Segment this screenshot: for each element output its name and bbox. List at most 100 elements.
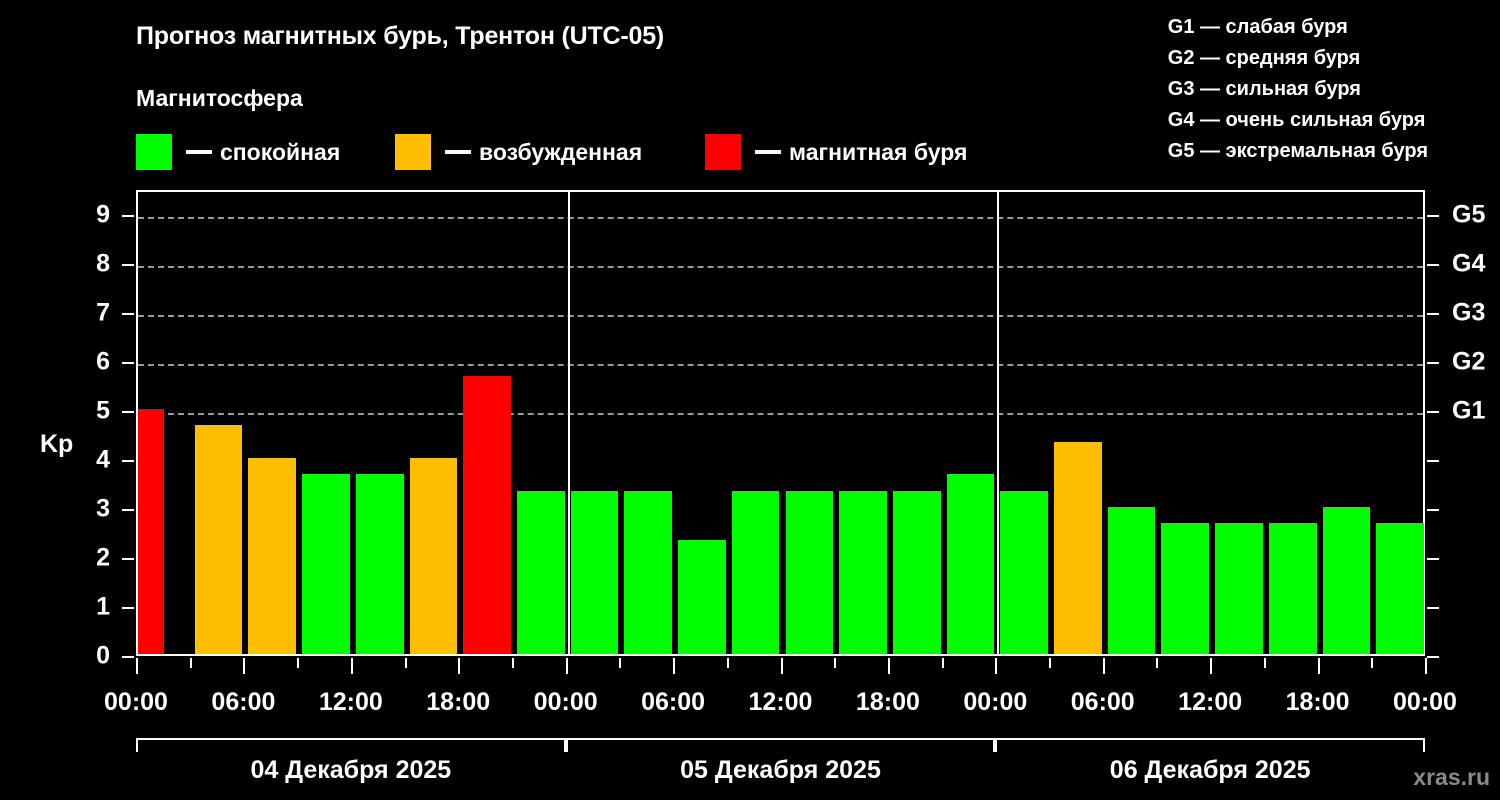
legend-swatch-calm <box>136 134 172 170</box>
x-minor-tick-23 <box>1371 658 1374 668</box>
y-tick-label-6: 6 <box>96 347 110 376</box>
right-minor-tick-1 <box>1427 606 1439 609</box>
x-minor-tick-19 <box>1156 658 1159 668</box>
x-tick-6 <box>780 658 783 674</box>
bar <box>785 490 834 654</box>
legend-dash-icon <box>186 150 212 154</box>
x-minor-tick-1 <box>189 658 192 668</box>
x-tick-9 <box>1102 658 1105 674</box>
legend-swatch-unsettled <box>395 134 431 170</box>
x-tick-1 <box>243 658 246 674</box>
x-tick-label-7: 18:00 <box>855 688 920 716</box>
day-label-2: 05 Декабря 2025 <box>680 756 881 784</box>
g-axis-label-G4: G4 <box>1452 249 1486 278</box>
x-minor-tick-15 <box>941 658 944 668</box>
x-minor-tick-5 <box>404 658 407 668</box>
x-tick-label-12: 00:00 <box>1393 688 1457 716</box>
x-minor-tick-11 <box>726 658 729 668</box>
y-tick-4 <box>122 459 134 462</box>
bar <box>1054 441 1102 654</box>
g-axis-label-G1: G1 <box>1452 396 1486 425</box>
gridline-kp-8 <box>138 265 1423 268</box>
x-tick-11 <box>1317 658 1320 674</box>
y-tick-5 <box>122 410 134 413</box>
x-minor-tick-9 <box>619 658 622 668</box>
day-label-1: 04 Декабря 2025 <box>250 756 452 784</box>
y-tick-label-2: 2 <box>96 543 110 572</box>
x-tick-label-8: 00:00 <box>963 688 1028 716</box>
g-tick-G2 <box>1427 361 1439 364</box>
legend-dash-icon <box>445 150 471 154</box>
y-tick-label-4: 4 <box>96 445 110 474</box>
y-tick-label-3: 3 <box>96 494 110 523</box>
y-tick-label-8: 8 <box>96 249 110 278</box>
magnetosphere-subtitle: Магнитосфера <box>136 85 303 111</box>
x-tick-4 <box>565 658 568 674</box>
g-axis-label-G5: G5 <box>1452 200 1486 229</box>
g-scale-legend: G1 — слабая буря G2 — средняя буря G3 — си… <box>1168 12 1428 167</box>
g-tick-G1 <box>1427 410 1439 413</box>
legend-label-storm: магнитная буря <box>789 138 968 165</box>
y-tick-6 <box>122 361 134 364</box>
legend-label-calm: спокойная <box>220 138 341 165</box>
x-minor-tick-3 <box>297 658 300 668</box>
legend-swatch-storm <box>705 134 741 170</box>
g-legend-row-5: G5 — экстремальная буря <box>1167 140 1428 162</box>
x-tick-label-5: 06:00 <box>641 688 706 716</box>
bar <box>248 457 297 654</box>
y-axis-label: Kp <box>40 430 74 458</box>
legend-item-storm: магнитная буря <box>705 134 967 170</box>
bar <box>570 490 619 654</box>
y-tick-2 <box>122 557 134 560</box>
x-tick-8 <box>995 658 998 674</box>
day-bracket-3 <box>995 738 1425 752</box>
right-minor-tick-0 <box>1427 656 1439 658</box>
x-tick-label-1: 06:00 <box>211 688 276 716</box>
x-minor-tick-13 <box>834 658 837 668</box>
bar <box>138 408 164 654</box>
x-tick-2 <box>350 658 353 674</box>
g-legend-row-3: G3 — сильная буря <box>1167 78 1361 100</box>
bar <box>731 490 780 654</box>
g-legend-row-2: G2 — средняя буря <box>1167 47 1361 69</box>
bar <box>463 375 511 654</box>
gridline-kp-9 <box>138 216 1423 219</box>
day-label-3: 06 Декабря 2025 <box>1109 756 1311 784</box>
bar <box>516 490 565 654</box>
legend-item-calm: спокойная <box>136 134 340 170</box>
x-tick-5 <box>673 658 676 674</box>
legend-item-unsettled: возбужденная <box>395 134 642 170</box>
bar <box>678 539 726 654</box>
bar <box>1322 506 1371 654</box>
x-tick-label-0: 00:00 <box>104 688 168 716</box>
right-minor-tick-3 <box>1427 508 1439 511</box>
x-minor-tick-7 <box>511 658 514 668</box>
y-tick-3 <box>122 508 134 511</box>
y-tick-0 <box>122 656 134 658</box>
x-tick-12 <box>1425 658 1427 674</box>
bar <box>1215 523 1263 654</box>
legend-dash-icon <box>755 150 781 154</box>
bar <box>1268 523 1317 654</box>
gridline-kp-5 <box>138 412 1423 415</box>
day-bracket-2 <box>565 738 996 752</box>
y-tick-7 <box>122 312 134 315</box>
bar <box>194 424 243 654</box>
bar <box>355 473 404 654</box>
g-legend-row-4: G4 — очень сильная буря <box>1167 109 1426 131</box>
x-minor-tick-21 <box>1263 658 1266 668</box>
bar <box>1376 523 1424 654</box>
bar <box>302 473 350 654</box>
bar <box>946 473 995 654</box>
x-minor-tick-17 <box>1049 658 1052 668</box>
x-tick-label-9: 06:00 <box>1070 688 1135 716</box>
page-title: Прогноз магнитных бурь, Трентон (UTC-05) <box>136 22 665 50</box>
day-bracket-1 <box>136 738 566 752</box>
bar <box>409 457 458 654</box>
g-tick-G4 <box>1427 263 1439 266</box>
g-axis-label-G2: G2 <box>1452 347 1486 376</box>
x-tick-label-3: 18:00 <box>426 688 491 716</box>
g-axis-label-G3: G3 <box>1452 298 1486 327</box>
day-separator-1 <box>567 192 570 654</box>
